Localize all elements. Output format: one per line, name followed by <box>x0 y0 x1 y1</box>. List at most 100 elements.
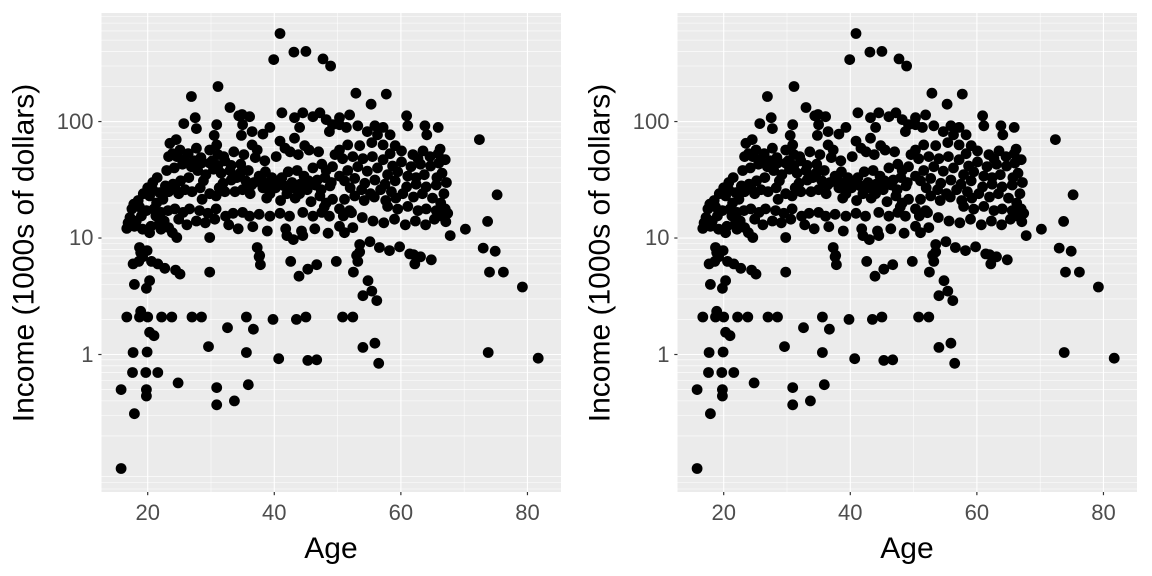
data-point <box>211 399 223 411</box>
data-point <box>344 109 355 121</box>
data-point <box>484 266 495 278</box>
data-point <box>997 129 1009 141</box>
y-tick-label: 1 <box>657 341 670 367</box>
data-point <box>1001 160 1012 172</box>
data-point <box>883 162 895 174</box>
data-point <box>372 162 383 174</box>
axis-tick-marks <box>98 120 529 496</box>
data-point <box>329 149 341 161</box>
data-point <box>242 165 254 176</box>
data-point <box>371 295 383 306</box>
data-point <box>397 188 409 200</box>
data-point <box>324 126 335 137</box>
data-point <box>703 347 715 358</box>
data-point <box>339 227 350 239</box>
data-point <box>384 245 395 256</box>
data-point <box>697 311 709 323</box>
data-point <box>424 151 436 163</box>
axis-tick-marks <box>674 120 1105 496</box>
data-point <box>213 182 225 194</box>
data-point <box>300 46 312 57</box>
x-axis-title: Age <box>880 532 934 565</box>
data-point <box>745 203 757 215</box>
data-point <box>812 130 823 141</box>
data-point <box>805 186 817 198</box>
data-point <box>772 157 783 169</box>
data-point <box>703 367 714 378</box>
data-point <box>144 227 156 239</box>
data-point <box>344 182 356 194</box>
data-point <box>705 279 716 290</box>
data-point <box>993 188 1004 200</box>
data-point <box>941 188 952 200</box>
data-point <box>800 102 812 113</box>
data-point <box>224 165 236 176</box>
data-point <box>867 314 878 325</box>
data-point <box>305 196 317 208</box>
data-point <box>865 192 877 204</box>
data-point <box>198 175 209 187</box>
data-point <box>808 223 820 235</box>
data-point <box>780 266 792 278</box>
data-point <box>767 215 778 227</box>
data-point <box>996 219 1007 231</box>
data-point <box>375 184 386 196</box>
data-point <box>786 203 798 215</box>
data-point <box>347 311 359 323</box>
data-point <box>728 367 740 378</box>
data-point <box>211 382 223 393</box>
data-point <box>913 210 925 222</box>
data-point <box>377 139 389 151</box>
data-point <box>246 126 258 137</box>
data-point <box>913 311 924 323</box>
data-point <box>742 311 754 323</box>
data-point <box>439 154 451 166</box>
data-point <box>748 377 760 389</box>
data-point <box>382 169 393 181</box>
data-point <box>926 87 938 99</box>
data-point <box>441 177 452 188</box>
data-point <box>820 111 831 123</box>
data-point <box>191 123 202 134</box>
data-point <box>141 282 152 294</box>
data-point <box>920 182 932 194</box>
data-point <box>833 128 845 140</box>
data-point <box>800 165 812 176</box>
data-point <box>482 347 494 358</box>
data-point <box>870 178 882 190</box>
data-point <box>947 295 959 306</box>
data-point <box>840 210 852 222</box>
x-tick-label: 80 <box>1091 500 1116 525</box>
data-point <box>115 463 127 474</box>
data-point <box>823 221 835 233</box>
data-point <box>814 149 826 161</box>
data-point <box>389 175 401 187</box>
data-point <box>173 213 185 225</box>
data-point <box>233 110 245 122</box>
data-point <box>918 165 930 176</box>
data-point <box>288 46 300 58</box>
data-point <box>785 213 797 225</box>
data-point <box>873 107 885 119</box>
data-point <box>386 186 397 198</box>
data-point <box>352 256 364 267</box>
data-point <box>174 268 186 280</box>
data-point <box>885 223 897 235</box>
data-point <box>276 107 288 119</box>
data-point <box>232 223 244 235</box>
data-point <box>532 352 544 364</box>
data-point <box>140 367 152 378</box>
data-point <box>820 188 832 200</box>
data-point <box>960 245 971 256</box>
data-point <box>346 207 357 219</box>
data-point <box>890 190 902 202</box>
data-point <box>1010 143 1022 155</box>
data-point <box>244 111 256 123</box>
data-point <box>798 322 809 334</box>
data-point <box>775 217 787 229</box>
data-point <box>129 408 140 420</box>
data-point <box>210 203 222 215</box>
data-point <box>302 263 314 275</box>
data-point <box>303 175 314 187</box>
data-point <box>401 110 412 122</box>
